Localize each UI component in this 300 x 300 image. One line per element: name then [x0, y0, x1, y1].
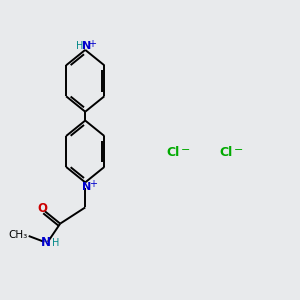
Text: N: N — [40, 236, 50, 249]
Text: N: N — [82, 182, 91, 192]
Text: CH₃: CH₃ — [9, 230, 28, 240]
Text: H: H — [76, 41, 84, 51]
Text: −: − — [181, 145, 190, 155]
Text: +: + — [88, 39, 96, 49]
Text: −: − — [234, 145, 243, 155]
Text: Cl: Cl — [166, 146, 179, 159]
Text: +: + — [88, 179, 97, 190]
Text: O: O — [37, 202, 47, 215]
Text: H: H — [52, 238, 59, 248]
Text: N: N — [82, 41, 91, 51]
Text: Cl: Cl — [219, 146, 232, 159]
